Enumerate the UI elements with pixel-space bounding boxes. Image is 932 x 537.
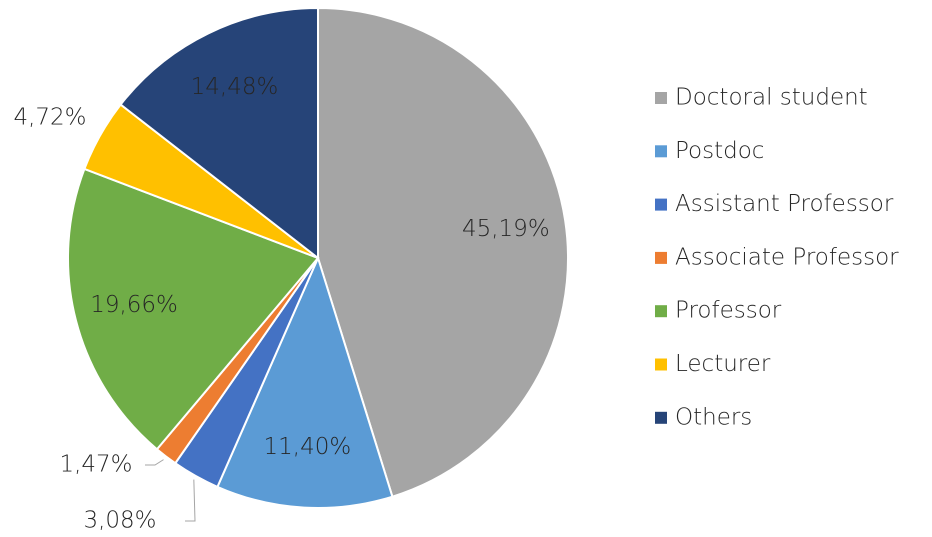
legend-swatch (655, 305, 667, 318)
legend-label: Lecturer (675, 351, 771, 377)
pie-slice (317, 6, 569, 498)
legend-label: Associate Professor (675, 244, 899, 270)
data-label: 45,19% (462, 216, 550, 242)
legend-swatch (655, 198, 667, 211)
data-label: 1,47% (59, 452, 132, 478)
legend-swatch (655, 145, 667, 158)
data-label: 3,08% (83, 508, 156, 534)
legend-label: Postdoc (675, 138, 764, 164)
pie-slice (67, 167, 320, 451)
data-label: 14,48% (191, 74, 279, 100)
legend-swatch (655, 358, 667, 371)
data-label: 11,40% (264, 434, 352, 460)
pie-slice (119, 6, 319, 261)
data-label: 4,72% (13, 105, 86, 131)
legend-label: Professor (675, 298, 782, 324)
pie-slice (216, 255, 394, 509)
leader-line (185, 479, 196, 522)
leader-line (145, 459, 164, 466)
legend-label: Assistant Professor (675, 191, 894, 217)
data-label: 19,66% (90, 292, 178, 318)
legend-swatch (655, 411, 667, 424)
legend-label: Doctoral student (675, 85, 868, 111)
legend-swatch (655, 251, 667, 264)
legend-label: Others (675, 404, 752, 430)
legend-swatch (655, 92, 667, 104)
